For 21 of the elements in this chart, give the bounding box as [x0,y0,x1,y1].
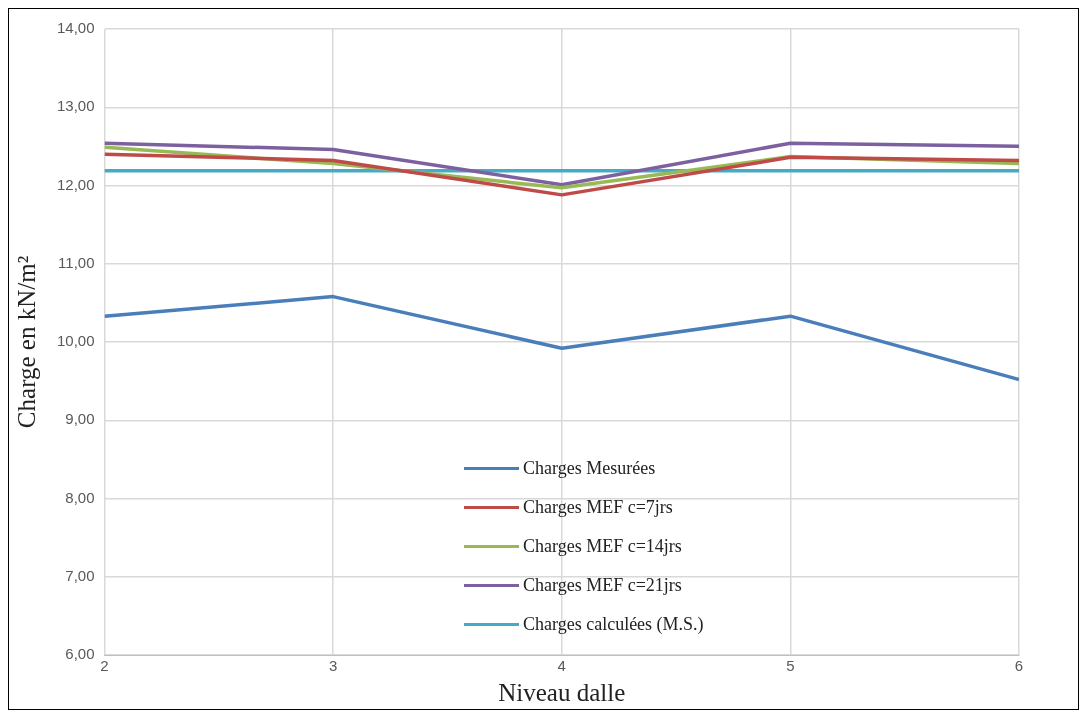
y-tick-label: 7,00 [65,566,95,584]
y-tick-label: 14,00 [56,19,95,37]
x-axis-title: Niveau dalle [498,678,626,706]
x-tick-label: 6 [1014,657,1024,675]
y-tick-label: 10,00 [56,332,95,350]
y-tick-label: 12,00 [56,175,95,193]
legend-label: Charges MEF c=14jrs [523,536,682,557]
legend-label: Charges Mesurées [523,458,656,479]
y-tick-label: 6,00 [65,645,95,663]
x-tick-label: 2 [100,657,109,675]
x-tick-label: 3 [328,657,338,675]
x-tick-label: 4 [557,657,566,675]
y-tick-label: 13,00 [56,97,95,115]
y-tick-label: 9,00 [65,410,95,428]
y-tick-label: 11,00 [58,253,95,271]
legend-label: Charges MEF c=7jrs [523,497,673,518]
legend-label: Charges calculées (M.S.) [523,614,704,635]
y-axis-title: Charge en kN/m² [12,255,40,429]
legend-label: Charges MEF c=21jrs [523,575,682,596]
y-tick-label: 8,00 [65,488,95,506]
x-tick-label: 5 [786,657,795,675]
